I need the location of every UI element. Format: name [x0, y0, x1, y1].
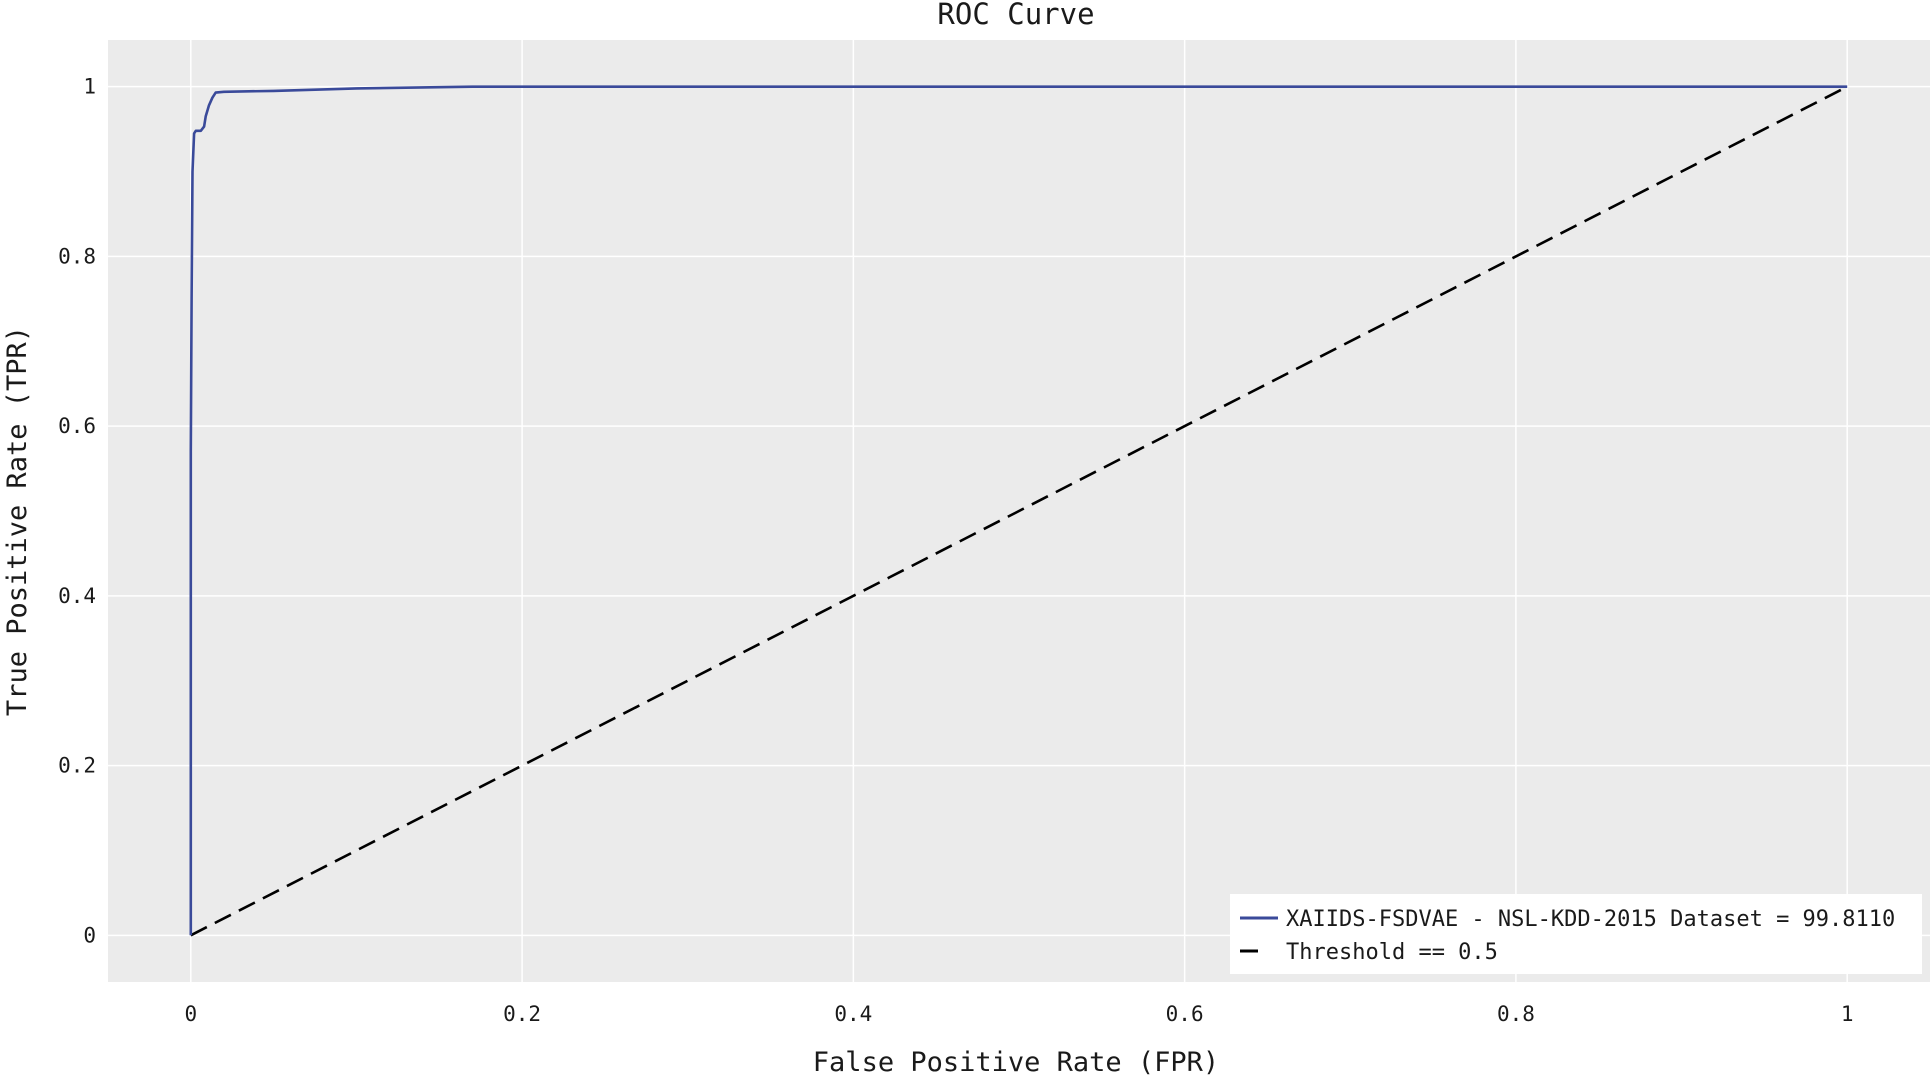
y-tick-label: 1	[83, 75, 96, 99]
y-tick-label: 0.6	[58, 414, 96, 438]
y-axis-ticks: 0 0.2 0.4 0.6 0.8 1	[58, 75, 96, 948]
x-tick-label: 0.6	[1166, 1002, 1204, 1026]
threshold-line	[190, 85, 1848, 937]
x-axis-title: False Positive Rate (FPR)	[813, 1047, 1219, 1078]
y-tick-label: 0.4	[58, 584, 96, 608]
legend: XAIIDS-FSDVAE - NSL-KDD-2015 Dataset = 9…	[1230, 894, 1922, 974]
legend-box	[1230, 894, 1922, 974]
y-axis-title: True Positive Rate (TPR)	[2, 326, 33, 716]
y-tick-label: 0	[83, 923, 96, 947]
x-tick-label: 0.4	[834, 1002, 872, 1026]
y-tick-label: 0.8	[58, 244, 96, 268]
x-axis-ticks: 0 0.2 0.4 0.6 0.8 1	[184, 1002, 1853, 1026]
series-layer	[189, 85, 1848, 937]
legend-label-threshold: Threshold == 0.5	[1286, 940, 1498, 965]
legend-label-roc: XAIIDS-FSDVAE - NSL-KDD-2015 Dataset = 9…	[1286, 907, 1895, 932]
x-tick-label: 0.8	[1497, 1002, 1535, 1026]
roc-curve-line	[189, 85, 1848, 936]
chart-title: ROC Curve	[937, 0, 1094, 31]
x-tick-label: 1	[1841, 1002, 1854, 1026]
y-tick-label: 0.2	[58, 754, 96, 778]
x-tick-label: 0.2	[503, 1002, 541, 1026]
x-tick-label: 0	[184, 1002, 197, 1026]
